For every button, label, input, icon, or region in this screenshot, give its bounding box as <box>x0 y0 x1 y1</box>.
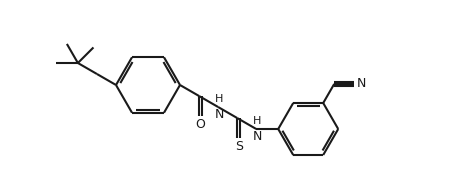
Text: N: N <box>356 78 365 90</box>
Text: H: H <box>214 94 223 104</box>
Text: O: O <box>195 118 205 131</box>
Text: N: N <box>252 130 261 143</box>
Text: N: N <box>214 108 224 121</box>
Text: S: S <box>234 140 242 153</box>
Text: H: H <box>252 116 261 126</box>
